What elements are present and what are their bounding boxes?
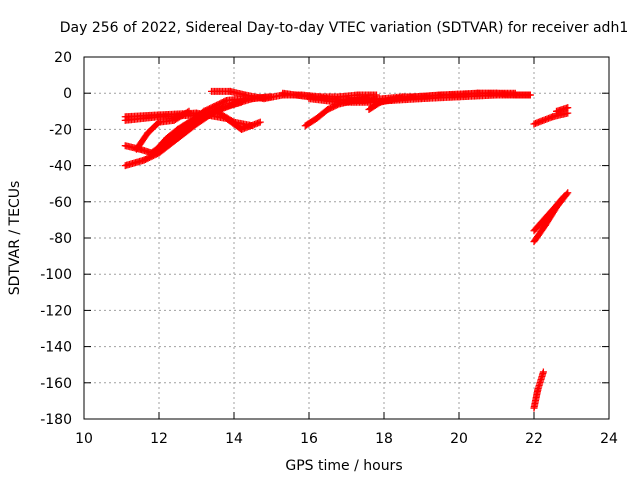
y-tick-label: -140 [40,340,72,356]
data-point [564,189,572,197]
y-tick-label: -180 [40,412,72,428]
data-point [526,91,534,99]
y-tick-label: -160 [40,376,72,392]
data-point [365,95,373,103]
data-point [238,98,245,106]
data-point [185,107,193,115]
y-tick-label: -60 [49,195,72,211]
data-point [559,194,567,202]
chart-title: Day 256 of 2022, Sidereal Day-to-day VTE… [60,20,628,36]
x-tick-label: 12 [150,431,168,447]
axis-ticks: 10 12 14 16 18 20 22 24 20 0 -20 -40 -60 -80 -100 -120 -… [40,50,618,447]
data-point [539,368,547,376]
data-point [564,104,572,112]
x-tick-label: 24 [600,431,618,447]
y-tick-label: 20 [54,50,72,66]
y-tick-label: -40 [49,159,72,175]
y-tick-label: -80 [49,231,72,247]
y-tick-label: 0 [63,86,72,102]
data-point [184,108,192,116]
y-tick-label: -120 [40,303,72,319]
data-point [256,118,264,126]
x-tick-label: 22 [525,431,543,447]
x-tick-label: 16 [300,431,318,447]
x-tick-label: 20 [450,431,468,447]
y-axis-label: SDTVAR / TECUs [7,181,23,296]
x-tick-label: 14 [225,431,243,447]
x-axis-label: GPS time / hours [285,458,402,474]
data-point [560,192,568,200]
y-tick-label: -20 [49,122,72,138]
data-series [121,87,572,412]
data-point [511,89,519,97]
y-tick-label: -100 [40,267,72,283]
x-tick-label: 18 [375,431,393,447]
x-tick-label: 10 [75,431,93,447]
